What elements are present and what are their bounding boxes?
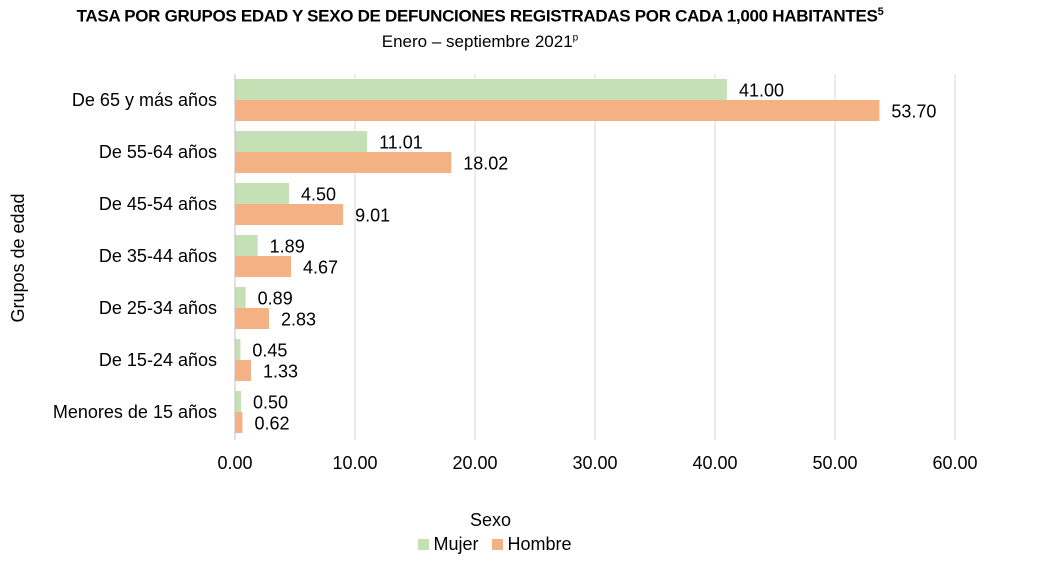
- data-label: 4.67: [303, 258, 338, 278]
- chart-title: Tasa por grupos edad y sexo de defuncion…: [76, 6, 884, 26]
- bar-hombre: [235, 412, 243, 433]
- legend-item-mujer: Mujer: [418, 534, 478, 555]
- data-label: 0.50: [253, 393, 288, 413]
- bar-hombre: [235, 204, 344, 225]
- legend-item-hombre: Hombre: [492, 534, 572, 555]
- chart-subtitle: Enero – septiembre 2021p: [381, 32, 579, 51]
- bar-mujer: [235, 131, 368, 152]
- y-tick-label: De 25-34 años: [99, 298, 217, 318]
- legend-title: Sexo: [470, 510, 512, 530]
- data-label: 4.50: [301, 185, 336, 205]
- legend: Mujer Hombre: [0, 534, 990, 555]
- data-label: 0.89: [258, 289, 293, 309]
- data-label: 9.01: [355, 206, 390, 226]
- bar-hombre: [235, 256, 292, 277]
- bar-hombre: [235, 308, 269, 329]
- data-label: 1.33: [263, 362, 298, 382]
- data-label: 0.62: [254, 414, 289, 434]
- x-tick-label: 60.00: [932, 453, 977, 473]
- data-label: 1.89: [270, 237, 305, 257]
- bar-mujer: [235, 235, 258, 256]
- data-label: 11.01: [379, 133, 423, 153]
- bar-mujer: [235, 339, 241, 360]
- y-tick-label: De 45-54 años: [99, 194, 217, 214]
- x-tick-label: 10.00: [332, 453, 377, 473]
- x-tick-label: 20.00: [452, 453, 497, 473]
- legend-swatch: [492, 539, 504, 550]
- data-label: 53.70: [891, 102, 936, 122]
- y-tick-label: De 55-64 años: [99, 142, 217, 162]
- bar-hombre: [235, 100, 880, 121]
- bar-mujer: [235, 287, 246, 308]
- bar-mujer: [235, 183, 289, 204]
- y-tick-label: Menores de 15 años: [53, 402, 217, 422]
- bar-mujer: [235, 391, 241, 412]
- data-label: 41.00: [739, 81, 784, 101]
- x-tick-label: 0.00: [217, 453, 252, 473]
- y-tick-label: De 35-44 años: [99, 246, 217, 266]
- y-tick-label: De 65 y más años: [72, 90, 217, 110]
- x-tick-label: 30.00: [572, 453, 617, 473]
- legend-label: Hombre: [507, 534, 572, 554]
- legend-swatch: [418, 539, 430, 550]
- x-tick-label: 40.00: [692, 453, 737, 473]
- data-label: 2.83: [281, 310, 316, 330]
- bar-hombre: [235, 152, 452, 173]
- x-tick-label: 50.00: [812, 453, 857, 473]
- y-tick-label: De 15-24 años: [99, 350, 217, 370]
- bar-mujer: [235, 79, 727, 100]
- y-axis-title: Grupos de edad: [8, 193, 28, 322]
- data-label: 18.02: [463, 154, 508, 174]
- data-label: 0.45: [252, 341, 287, 361]
- legend-label: Mujer: [433, 534, 479, 554]
- bar-hombre: [235, 360, 251, 381]
